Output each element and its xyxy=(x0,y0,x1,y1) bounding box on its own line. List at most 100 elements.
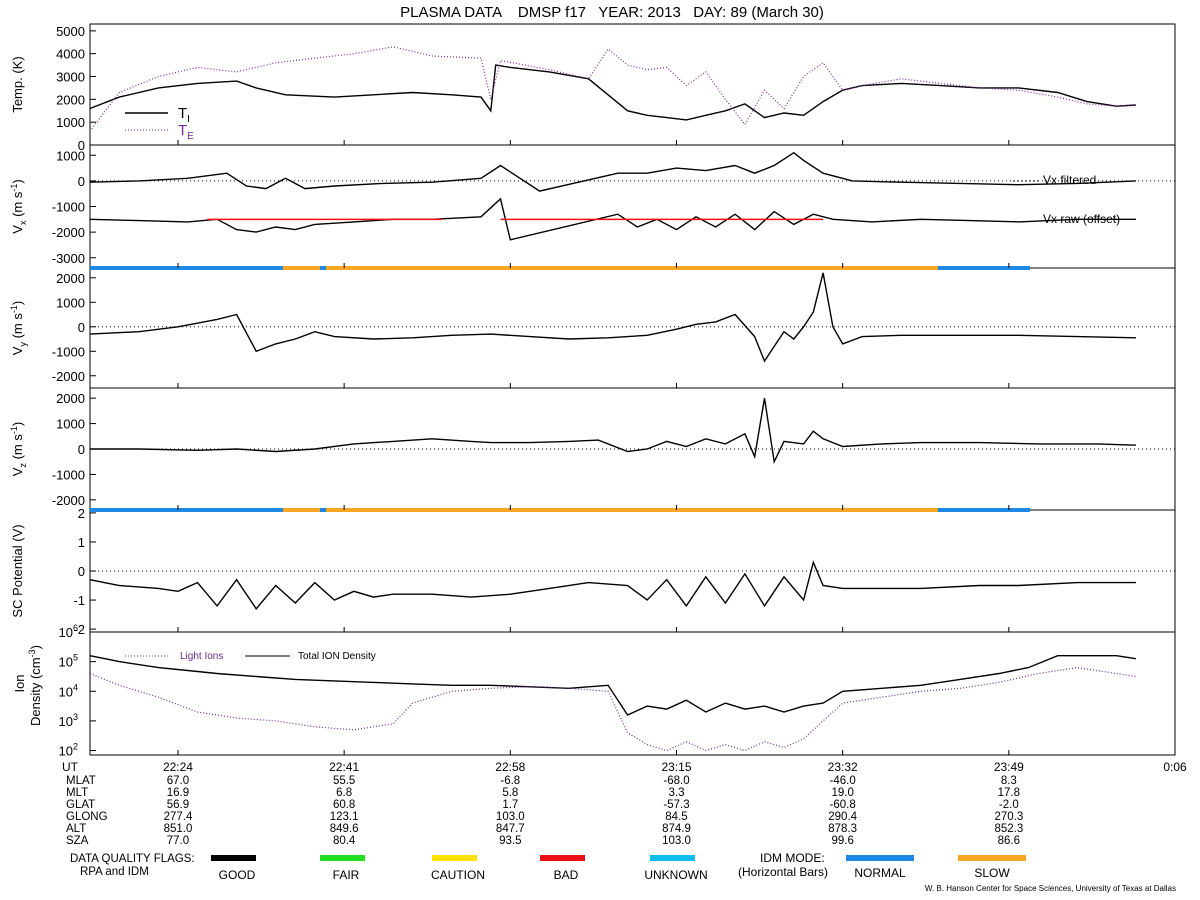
series-vx xyxy=(89,151,1136,192)
dq-title: DATA QUALITY FLAGS: xyxy=(70,853,195,865)
series-temp xyxy=(89,64,1136,121)
mode-bar-segment xyxy=(320,508,326,512)
time-axis: UT 22:24 22:41 22:58 23:15 23:32 23:49 0:06 xyxy=(62,140,1187,774)
dq-subtitle: RPA and IDM xyxy=(80,866,149,878)
time-tick-label: 0:06 xyxy=(1163,760,1187,774)
ephem-value: 5.8 xyxy=(502,787,518,799)
panel-frame-density xyxy=(89,631,1176,756)
legend-label-te: TE xyxy=(178,122,194,142)
ephem-value: 80.4 xyxy=(333,835,356,847)
credit-text: W. B. Hanson Center for Space Sciences, … xyxy=(925,884,1176,893)
ephem-value: 8.3 xyxy=(1001,775,1017,787)
ephem-row-name: GLONG xyxy=(66,811,108,823)
mode-swatch-normal xyxy=(846,855,914,861)
ytick-label-vz: 2000 xyxy=(56,391,85,406)
ephem-value: 851.0 xyxy=(164,823,193,835)
idm-mode-bars xyxy=(90,266,1030,512)
time-tick-label: 23:49 xyxy=(994,760,1024,774)
annotation-vx-raw: Vx raw (offset) xyxy=(1043,212,1120,226)
ephem-value: 277.4 xyxy=(164,811,193,823)
ephem-row-name: MLAT xyxy=(66,775,96,787)
ylabel-temp: Temp. (K) xyxy=(10,56,25,112)
ytick-label-density: 104 xyxy=(59,682,78,699)
ytick-label-temp: 4000 xyxy=(56,47,85,62)
flag-label-caution: CAUTION xyxy=(431,868,485,882)
ytick-label-temp: 0 xyxy=(78,138,85,153)
ephem-row-name: GLAT xyxy=(66,799,95,811)
series-scpot xyxy=(89,560,1136,610)
ut-label: UT xyxy=(62,760,79,774)
legend-label-light-ions: Light Ions xyxy=(180,651,223,662)
ytick-label-vx: -3000 xyxy=(52,251,85,266)
ytick-label-vz: 0 xyxy=(78,442,85,457)
mode-bar-segment xyxy=(283,266,320,270)
flag-label-good: GOOD xyxy=(219,868,256,882)
ephem-value: -6.8 xyxy=(500,775,520,787)
flag-swatch-fair xyxy=(320,855,365,861)
ephem-value: 103.0 xyxy=(496,811,525,823)
series-vz xyxy=(90,398,1136,465)
mode-label-normal: NORMAL xyxy=(854,866,906,880)
time-tick-label: 22:41 xyxy=(329,760,359,774)
ytick-label-temp: 5000 xyxy=(56,24,85,39)
series-vx xyxy=(89,197,1136,241)
ephem-value: -2.0 xyxy=(999,799,1019,811)
ephem-value: -60.8 xyxy=(830,799,856,811)
ytick-label-vz: -1000 xyxy=(52,467,85,482)
ytick-label-vz: -2000 xyxy=(52,493,85,508)
panel-density: 102 103 104 105 106 Ion Density (cm-3) Light Io… xyxy=(12,623,1176,759)
ephem-value: 270.3 xyxy=(994,811,1023,823)
ytick-label-vy: 0 xyxy=(78,320,85,335)
ephem-value: 290.4 xyxy=(828,811,857,823)
ylabel-density-1: Ion xyxy=(12,674,27,692)
ephem-value: 852.3 xyxy=(994,823,1023,835)
series-vy xyxy=(89,272,1136,363)
flag-label-unknown: UNKNOWN xyxy=(644,868,707,882)
ephem-value: 103.0 xyxy=(662,835,691,847)
panel-frame-vy xyxy=(89,267,1176,389)
panel-vy: -2000 -1000 0 1000 2000 Vy (m s-1) xyxy=(9,267,1176,389)
ephem-row-name: ALT xyxy=(66,823,86,835)
ytick-label-vy: -2000 xyxy=(52,369,85,384)
ytick-label-density: 105 xyxy=(59,653,78,670)
mode-bar-segment xyxy=(320,266,326,270)
ylabel-density-2: Density (cm-3) xyxy=(27,645,43,726)
ephem-value: 99.6 xyxy=(831,835,853,847)
ephem-value: 1.7 xyxy=(502,799,518,811)
flag-label-bad: BAD xyxy=(554,868,579,882)
ytick-label-vy: -1000 xyxy=(52,344,85,359)
mode-bar-segment xyxy=(90,508,283,512)
flag-label-fair: FAIR xyxy=(333,868,360,882)
panel-scpot: -2 -1 0 1 2 SC Potential (V) xyxy=(10,506,1176,637)
flag-swatch-bad xyxy=(540,855,585,861)
ytick-label-scpot: -1 xyxy=(73,593,85,608)
ytick-label-scpot: 2 xyxy=(78,506,85,521)
ephem-value: -46.0 xyxy=(830,775,856,787)
mode-label-slow: SLOW xyxy=(974,866,1010,880)
ephem-value: 60.8 xyxy=(333,799,355,811)
ylabel-vz: Vz (m s-1) xyxy=(9,422,28,476)
mode-bar-segment xyxy=(90,266,283,270)
mode-bar-segment xyxy=(283,508,320,512)
time-tick-label: 23:15 xyxy=(661,760,691,774)
ephem-value: 6.8 xyxy=(336,787,352,799)
ephem-value: 847.7 xyxy=(496,823,525,835)
ytick-label-vy: 2000 xyxy=(56,271,85,286)
ephem-value: 878.3 xyxy=(828,823,857,835)
panel-frame-vz xyxy=(89,387,1176,511)
ephem-row-name: MLT xyxy=(66,787,88,799)
ephem-value: 123.1 xyxy=(330,811,359,823)
ephem-row-name: SZA xyxy=(66,835,89,847)
mode-bar-segment xyxy=(938,508,1030,512)
ephem-value: 17.8 xyxy=(998,787,1020,799)
ephem-value: 19.0 xyxy=(831,787,853,799)
ytick-label-vz: 1000 xyxy=(56,417,85,432)
panel-vz: -2000 -1000 0 1000 2000 Vz (m s-1) xyxy=(9,387,1176,511)
ytick-label-density: 103 xyxy=(59,712,78,729)
time-tick-label: 23:32 xyxy=(828,760,858,774)
ytick-label-scpot: 0 xyxy=(78,564,85,579)
flag-swatch-caution xyxy=(432,855,477,861)
